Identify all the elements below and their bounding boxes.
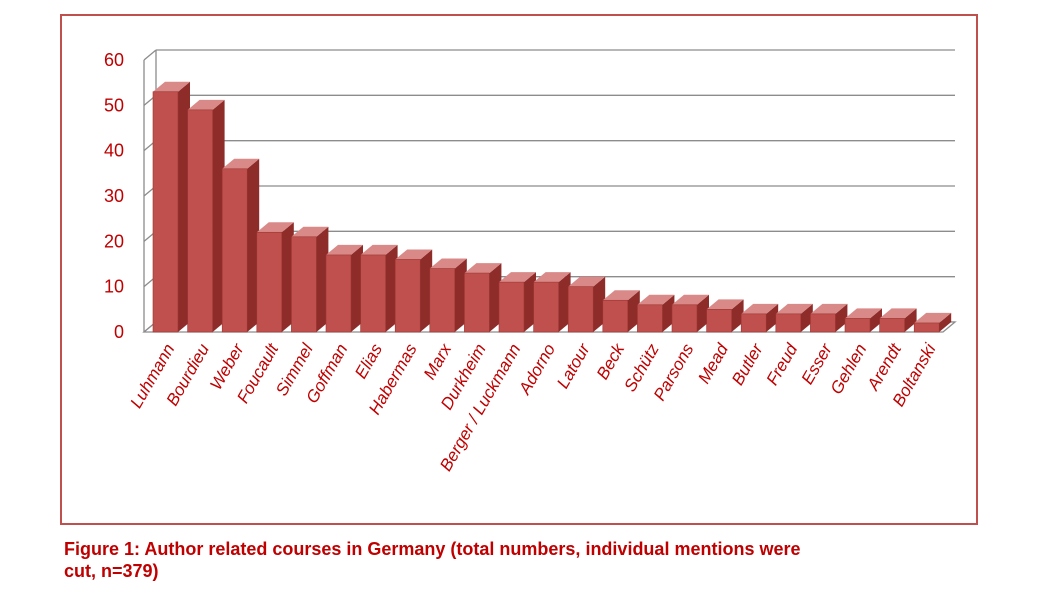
- bar-side: [870, 308, 882, 332]
- bar-side: [385, 244, 398, 332]
- bar: [187, 109, 213, 333]
- bar-top: [187, 99, 225, 110]
- x-tick-label: Elias: [351, 340, 386, 382]
- bar-side: [420, 249, 433, 332]
- bar-top: [602, 290, 640, 301]
- bar-top: [429, 258, 467, 269]
- bar: [325, 254, 352, 333]
- caption-line-1: Figure 1: Author related courses in Germ…: [64, 539, 801, 559]
- bar: [913, 322, 940, 333]
- bar-top: [291, 226, 329, 237]
- bar: [775, 313, 802, 333]
- bar-side: [212, 99, 225, 332]
- bar: [706, 309, 732, 333]
- y-tick-label: 10: [104, 277, 124, 297]
- caption-line-2: cut, n=379): [64, 561, 159, 581]
- bar-top: [395, 249, 433, 260]
- bar-top: [775, 303, 813, 314]
- bar: [221, 168, 248, 333]
- bar-side: [489, 263, 502, 332]
- bar-side: [351, 244, 363, 332]
- bar-side: [524, 272, 536, 332]
- y-tick-label: 60: [104, 50, 124, 70]
- bar-top: [914, 312, 952, 323]
- bar-top: [464, 263, 502, 274]
- bar: [671, 304, 698, 333]
- chart-frame: [60, 14, 978, 525]
- bar-top: [672, 294, 709, 305]
- bar: [844, 318, 871, 333]
- bar-top: [222, 158, 260, 169]
- bar-side: [662, 294, 675, 332]
- x-tick-label: Mead: [694, 340, 732, 387]
- bar-top: [568, 276, 606, 287]
- y-tick-label: 0: [114, 322, 124, 342]
- bar-side: [558, 272, 571, 332]
- bar-top: [360, 244, 398, 255]
- y-tick-label: 30: [104, 186, 124, 206]
- bar-top: [879, 308, 917, 319]
- bar: [394, 259, 421, 333]
- bar: [464, 272, 490, 333]
- bar: [533, 281, 559, 333]
- bar-top: [533, 272, 571, 283]
- bar-side: [178, 81, 190, 332]
- y-tick-label: 40: [104, 141, 124, 161]
- bar: [429, 268, 456, 333]
- y-tick-label: 50: [104, 95, 124, 115]
- bar-side: [697, 294, 709, 332]
- bar: [810, 313, 836, 333]
- bar-top: [153, 81, 190, 92]
- bar-side: [316, 226, 329, 332]
- bar-chart: 0102030405060LuhmannBourdieuWeberFoucaul…: [104, 49, 957, 474]
- x-tick-label: Latour: [553, 339, 594, 391]
- x-tick-label: Beck: [593, 339, 629, 383]
- y-tick-label: 20: [104, 231, 124, 251]
- bar-side: [454, 258, 467, 332]
- bar-top: [810, 303, 848, 314]
- bar-top: [326, 244, 363, 255]
- x-tick-label: Butler: [728, 339, 767, 388]
- bar-side: [731, 299, 744, 332]
- bar: [256, 231, 283, 333]
- bar-side: [800, 303, 813, 332]
- bar-side: [593, 276, 606, 332]
- bar: [879, 318, 905, 333]
- bar-top: [845, 308, 882, 319]
- bar-side: [247, 158, 260, 332]
- bar-top: [706, 299, 744, 310]
- bar: [740, 313, 767, 333]
- bar-top: [499, 272, 536, 283]
- bar: [637, 304, 663, 333]
- bar-top: [741, 303, 779, 314]
- bar-side: [939, 312, 952, 332]
- bar-side: [627, 290, 640, 332]
- bar: [152, 91, 179, 333]
- bar-side: [835, 303, 848, 332]
- bar: [360, 254, 386, 333]
- bar: [567, 286, 594, 333]
- x-tick-label: Marx: [420, 340, 456, 383]
- bar-side: [281, 222, 294, 332]
- bar: [498, 281, 525, 333]
- bar: [291, 236, 317, 333]
- figure-caption: Figure 1: Author related courses in Germ…: [64, 538, 1004, 582]
- bar-top: [256, 222, 294, 233]
- bar: [602, 299, 629, 333]
- x-tick-label: Freud: [763, 340, 802, 388]
- gridline-side: [143, 49, 157, 61]
- bar-side: [904, 308, 917, 332]
- bar-top: [637, 294, 675, 305]
- bar-side: [766, 303, 779, 332]
